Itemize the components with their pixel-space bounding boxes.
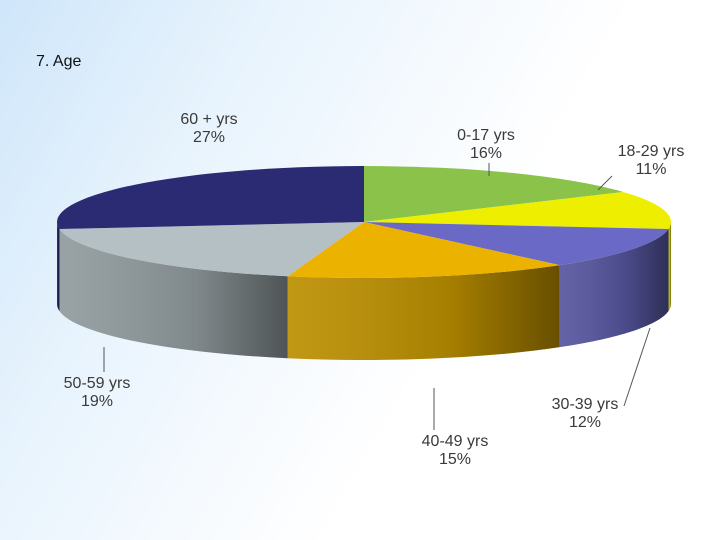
slice-label: 0-17 yrs 16% xyxy=(457,127,515,162)
slice-label: 50-59 yrs 19% xyxy=(64,375,131,410)
pie-sides xyxy=(57,222,671,360)
pie-side-shade-3 xyxy=(287,265,560,360)
pie-side-shade-1 xyxy=(668,222,671,312)
slice-category-label: 0-17 yrs xyxy=(457,127,515,144)
pie-side-shade-4 xyxy=(59,229,288,359)
slice-value-label: 19% xyxy=(81,393,113,410)
slice-category-label: 30-39 yrs xyxy=(552,396,619,413)
pie-slice xyxy=(364,166,624,222)
pie-side-shade-5 xyxy=(57,222,60,312)
slide-title: 7. Age xyxy=(36,53,82,70)
slice-label: 30-39 yrs 12% xyxy=(552,396,619,431)
slice-value-label: 15% xyxy=(439,451,471,468)
pie-slice xyxy=(364,222,669,266)
pie-slice xyxy=(56,166,364,230)
pie-labels: 0-17 yrs 16% 18-29 yrs 11% 30-39 yrs 12% 40-49… xyxy=(64,111,685,468)
slice-value-label: 27% xyxy=(193,129,225,146)
slice-category-label: 18-29 yrs xyxy=(618,143,685,160)
leader-line xyxy=(623,327,651,407)
slice-category-label: 50-59 yrs xyxy=(64,375,131,392)
slice-category-label: 60 + yrs xyxy=(180,111,237,128)
slice-label: 40-49 yrs 15% xyxy=(422,433,489,468)
slice-category-label: 40-49 yrs xyxy=(422,433,489,450)
pie-tops xyxy=(56,166,671,279)
pie-slice xyxy=(59,222,365,277)
pie-side-shade-2 xyxy=(559,229,669,348)
slice-label: 60 + yrs 27% xyxy=(180,111,237,146)
slice-value-label: 16% xyxy=(470,145,502,162)
slice-value-label: 11% xyxy=(636,161,667,178)
slice-label: 18-29 yrs 11% xyxy=(618,143,685,178)
leader-line xyxy=(597,175,613,191)
pie-slice xyxy=(287,222,560,279)
pie-slice xyxy=(364,191,671,230)
slice-value-label: 12% xyxy=(569,414,601,431)
